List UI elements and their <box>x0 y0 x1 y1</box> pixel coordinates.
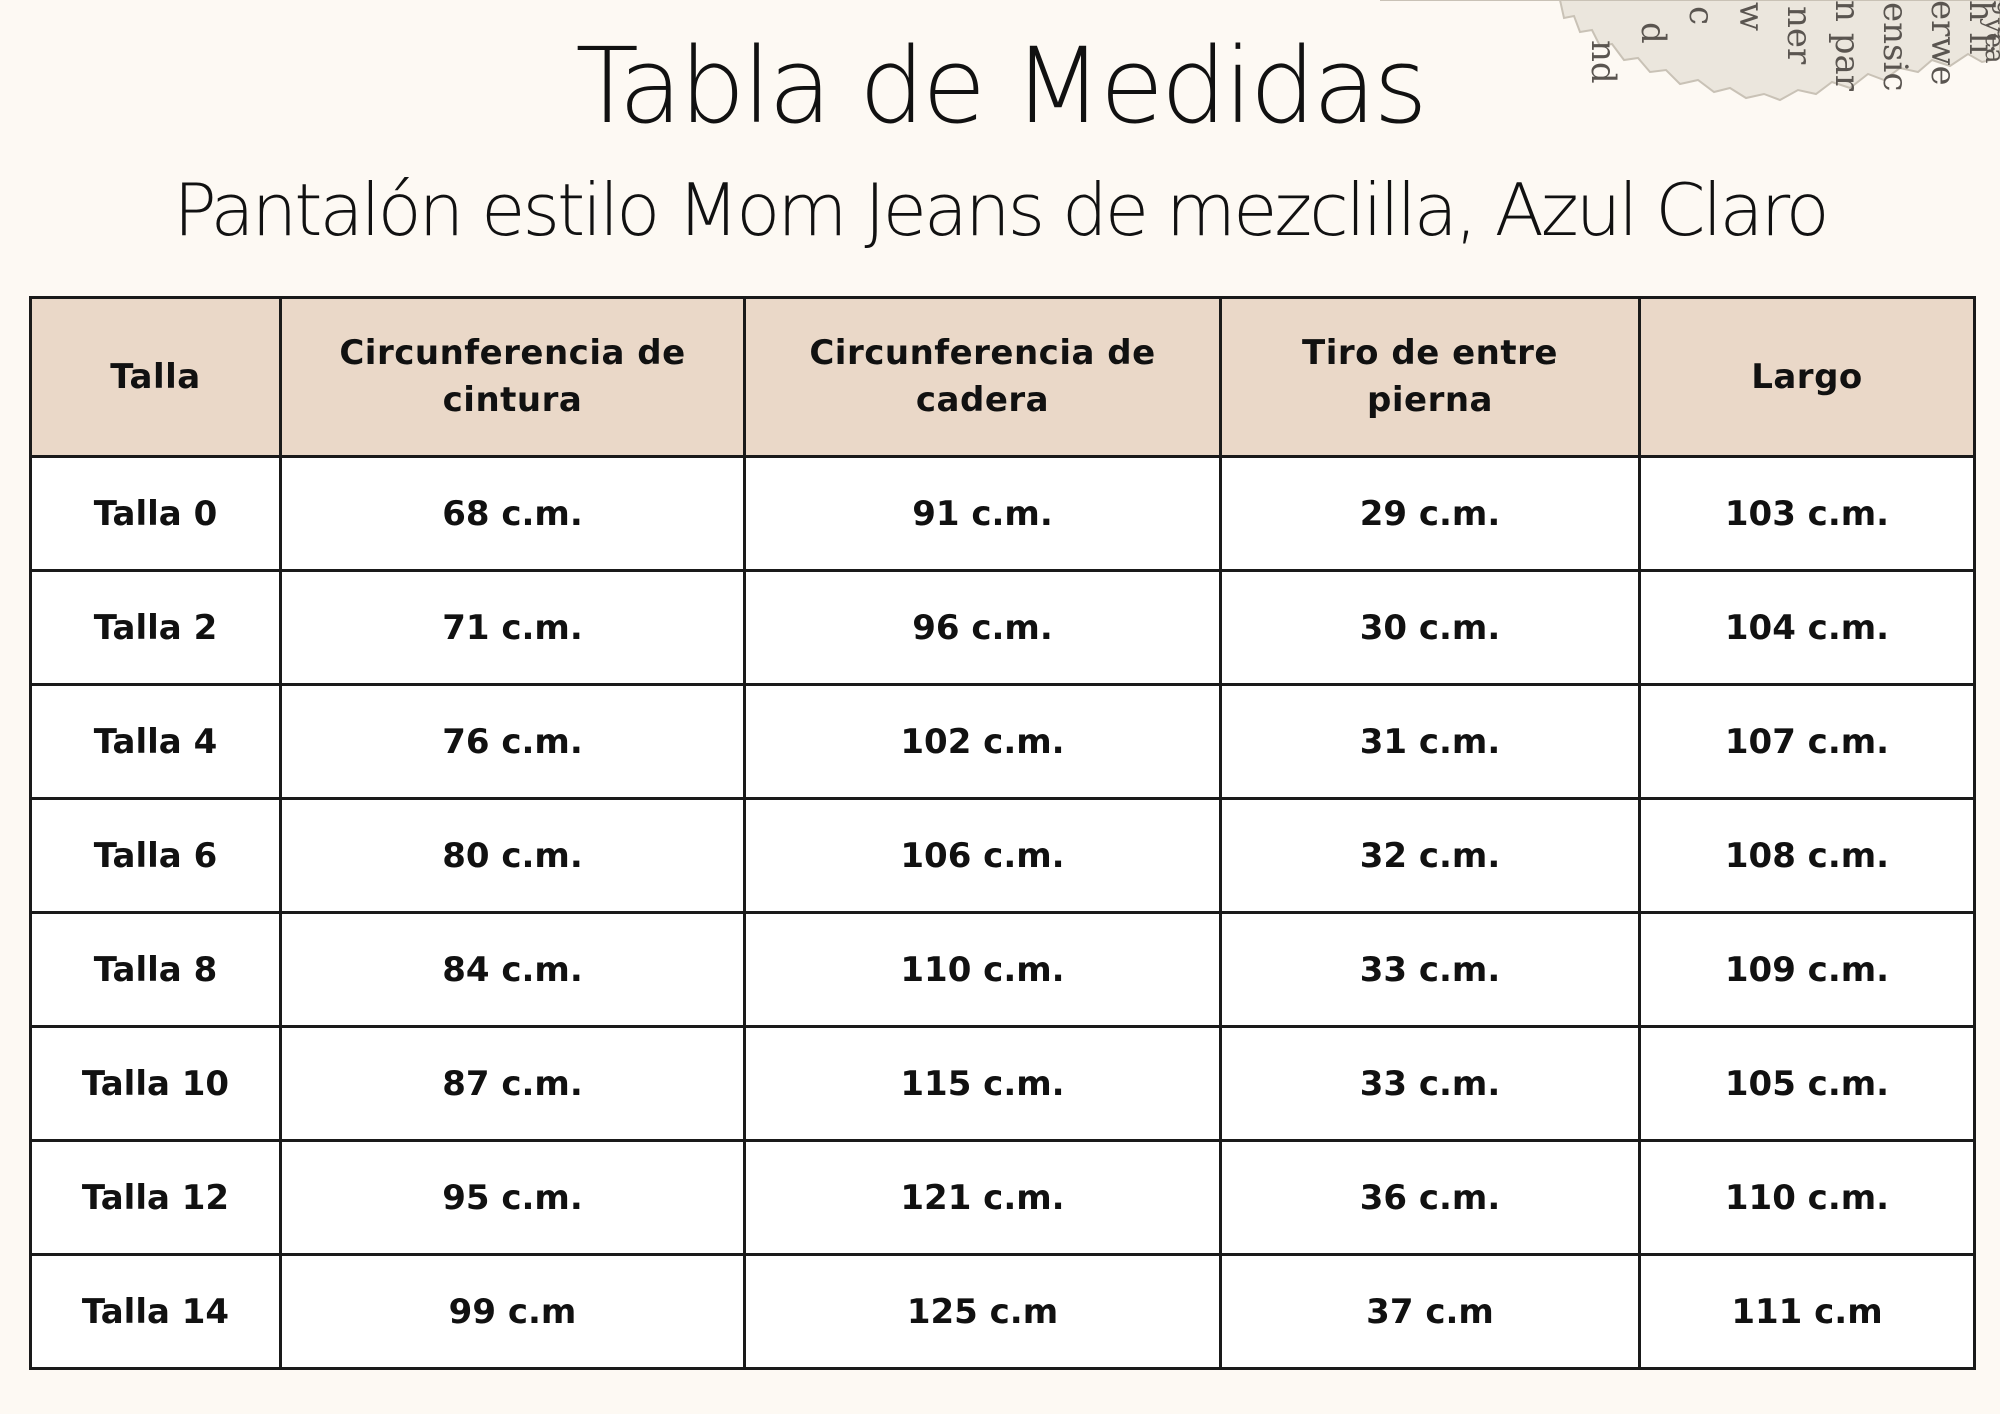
waist-cell: 71 c.m. <box>279 569 746 686</box>
torn-paper-image: nd d c w ner n par ensic erwe h li yea g… <box>1380 0 2000 102</box>
size-cell: Talla 0 <box>29 455 282 572</box>
waist-cell: 80 c.m. <box>279 797 746 914</box>
waist-cell: 84 c.m. <box>279 911 746 1028</box>
table-row: Talla 2 71 c.m. 96 c.m. 30 c.m. 104 c.m. <box>29 569 1976 686</box>
length-cell: 108 c.m. <box>1638 797 1976 914</box>
page-title: Tabla de Medidas <box>575 25 1427 147</box>
header-size: Talla <box>29 296 282 458</box>
table-row: Talla 8 84 c.m. 110 c.m. 33 c.m. 109 c.m… <box>29 911 1976 1028</box>
waist-cell: 95 c.m. <box>279 1139 746 1256</box>
length-cell: 110 c.m. <box>1638 1139 1976 1256</box>
size-chart-table: Talla Circunferencia de cintura Circunfe… <box>29 296 1976 1370</box>
torn-paper-shape <box>1380 0 2000 102</box>
header-length: Largo <box>1638 296 1976 458</box>
torn-text-8: erwe <box>1923 0 1963 86</box>
torn-paper-decoration: nd d c w ner n par ensic erwe h li yea g… <box>1380 0 2000 120</box>
inseam-cell: 32 c.m. <box>1219 797 1641 914</box>
size-cell: Talla 2 <box>29 569 282 686</box>
inseam-cell: 33 c.m. <box>1219 911 1641 1028</box>
page-subtitle: Pantalón estilo Mom Jeans de mezclilla, … <box>173 168 1829 252</box>
size-cell: Talla 4 <box>29 683 282 800</box>
header-inseam: Tiro de entre pierna <box>1219 296 1641 458</box>
table-row: Talla 0 68 c.m. 91 c.m. 29 c.m. 103 c.m. <box>29 455 1976 572</box>
header-waist: Circunferencia de cintura <box>279 296 746 458</box>
length-cell: 107 c.m. <box>1638 683 1976 800</box>
size-cell: Talla 12 <box>29 1139 282 1256</box>
hip-cell: 102 c.m. <box>743 683 1222 800</box>
length-cell: 103 c.m. <box>1638 455 1976 572</box>
inseam-cell: 29 c.m. <box>1219 455 1641 572</box>
table-row: Talla 12 95 c.m. 121 c.m. 36 c.m. 110 c.… <box>29 1139 1976 1256</box>
table-row: Talla 4 76 c.m. 102 c.m. 31 c.m. 107 c.m… <box>29 683 1976 800</box>
hip-cell: 91 c.m. <box>743 455 1222 572</box>
torn-text-9: h li <box>1961 0 2000 55</box>
torn-text-6: n par <box>1827 0 1867 92</box>
length-cell: 109 c.m. <box>1638 911 1976 1028</box>
waist-cell: 68 c.m. <box>279 455 746 572</box>
torn-text-7: ensic <box>1875 2 1915 91</box>
length-cell: 105 c.m. <box>1638 1025 1976 1142</box>
inseam-cell: 31 c.m. <box>1219 683 1641 800</box>
table-row: Talla 6 80 c.m. 106 c.m. 32 c.m. 108 c.m… <box>29 797 1976 914</box>
torn-text-2: d <box>1633 22 1673 44</box>
hip-cell: 121 c.m. <box>743 1139 1222 1256</box>
inseam-cell: 37 c.m <box>1219 1253 1641 1370</box>
torn-text-4: w <box>1731 2 1771 31</box>
table-header-row: Talla Circunferencia de cintura Circunfe… <box>29 296 1976 458</box>
size-cell: Talla 8 <box>29 911 282 1028</box>
inseam-cell: 36 c.m. <box>1219 1139 1641 1256</box>
torn-text-10: yea <box>1979 17 2000 64</box>
hip-cell: 115 c.m. <box>743 1025 1222 1142</box>
torn-text-3: c <box>1681 6 1721 25</box>
hip-cell: 125 c.m <box>743 1253 1222 1370</box>
inseam-cell: 30 c.m. <box>1219 569 1641 686</box>
table-row: Talla 10 87 c.m. 115 c.m. 33 c.m. 105 c.… <box>29 1025 1976 1142</box>
torn-text-5: ner <box>1779 6 1819 65</box>
size-cell: Talla 6 <box>29 797 282 914</box>
size-cell: Talla 14 <box>29 1253 282 1370</box>
length-cell: 111 c.m <box>1638 1253 1976 1370</box>
hip-cell: 106 c.m. <box>743 797 1222 914</box>
size-cell: Talla 10 <box>29 1025 282 1142</box>
hip-cell: 96 c.m. <box>743 569 1222 686</box>
hip-cell: 110 c.m. <box>743 911 1222 1028</box>
torn-text-1: nd <box>1583 40 1623 84</box>
waist-cell: 76 c.m. <box>279 683 746 800</box>
header-hip: Circunferencia de cadera <box>743 296 1222 458</box>
table-row: Talla 14 99 c.m 125 c.m 37 c.m 111 c.m <box>29 1253 1976 1370</box>
waist-cell: 99 c.m <box>279 1253 746 1370</box>
waist-cell: 87 c.m. <box>279 1025 746 1142</box>
inseam-cell: 33 c.m. <box>1219 1025 1641 1142</box>
torn-text-11: g-c <box>1991 0 2000 40</box>
length-cell: 104 c.m. <box>1638 569 1976 686</box>
